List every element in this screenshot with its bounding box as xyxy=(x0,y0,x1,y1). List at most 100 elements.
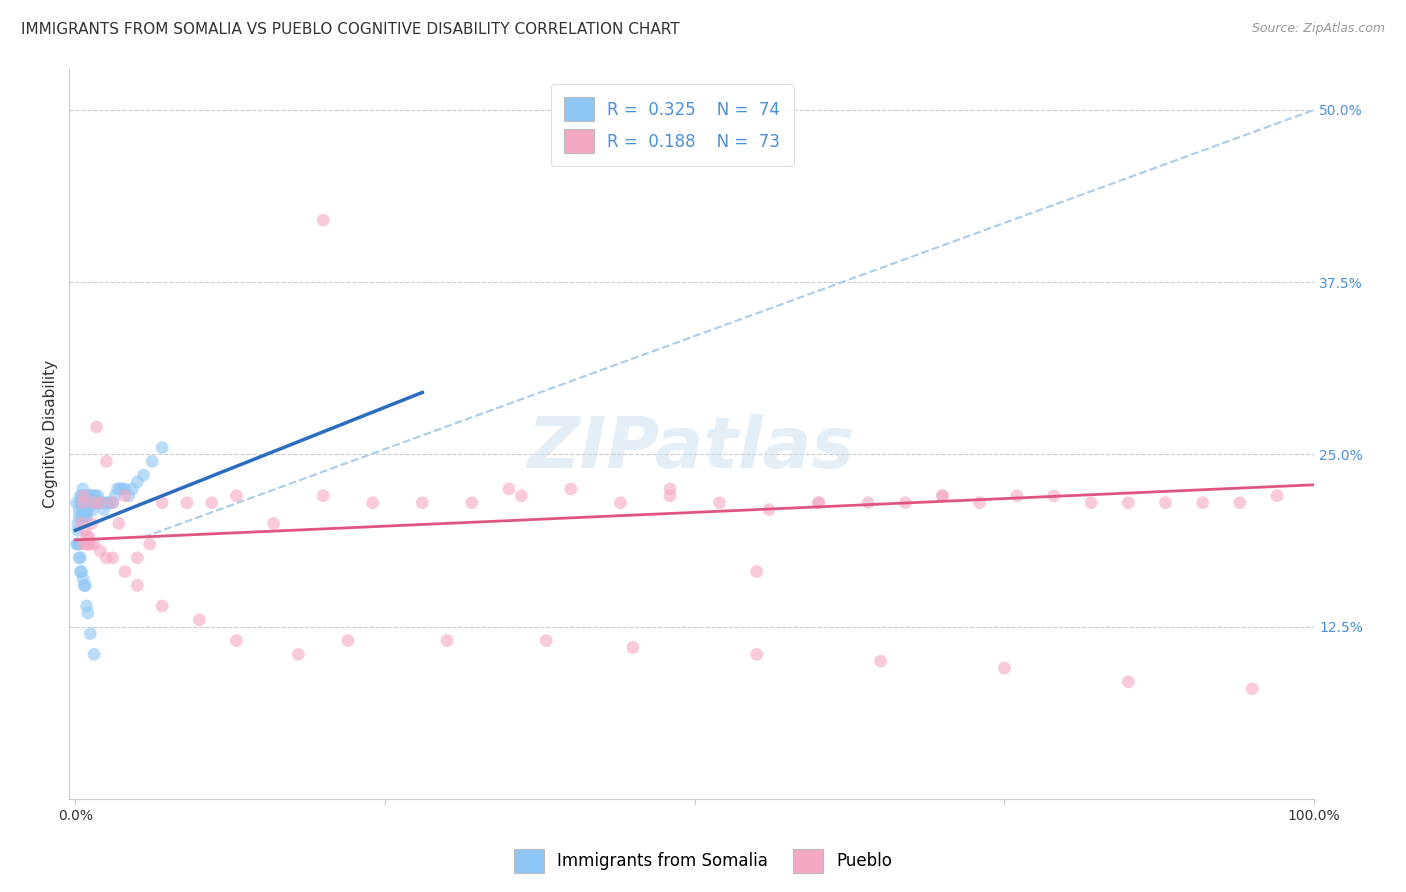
Point xyxy=(510,489,533,503)
Point xyxy=(84,489,107,503)
Point xyxy=(97,496,120,510)
Point xyxy=(75,578,97,592)
Point xyxy=(76,537,98,551)
Point xyxy=(96,496,118,510)
Text: Source: ZipAtlas.com: Source: ZipAtlas.com xyxy=(1251,22,1385,36)
Point xyxy=(89,496,111,510)
Point xyxy=(77,530,100,544)
Point xyxy=(869,654,891,668)
Point xyxy=(312,489,335,503)
Point xyxy=(121,482,143,496)
Point xyxy=(127,550,149,565)
Point xyxy=(101,550,124,565)
Point xyxy=(114,489,136,503)
Point xyxy=(108,482,131,496)
Point xyxy=(745,565,768,579)
Point xyxy=(758,502,780,516)
Point xyxy=(76,502,98,516)
Point xyxy=(72,496,94,510)
Point xyxy=(1043,489,1066,503)
Point xyxy=(70,565,93,579)
Point xyxy=(807,496,830,510)
Point xyxy=(107,516,129,531)
Point xyxy=(80,489,103,503)
Point xyxy=(72,502,94,516)
Point xyxy=(93,502,115,516)
Point xyxy=(436,633,458,648)
Point xyxy=(73,509,96,524)
Point xyxy=(659,482,682,496)
Point xyxy=(91,496,114,510)
Point xyxy=(1154,496,1177,510)
Point xyxy=(127,578,149,592)
Point xyxy=(609,496,631,510)
Point xyxy=(336,633,359,648)
Point xyxy=(80,496,103,510)
Point xyxy=(111,482,134,496)
Point xyxy=(150,441,173,455)
Point xyxy=(560,482,582,496)
Point xyxy=(67,537,90,551)
Point xyxy=(67,502,90,516)
Point xyxy=(79,537,101,551)
Point xyxy=(361,496,384,510)
Point xyxy=(76,606,98,620)
Point xyxy=(83,537,105,551)
Point xyxy=(90,496,112,510)
Point xyxy=(87,489,110,503)
Point xyxy=(76,509,98,524)
Point xyxy=(96,550,118,565)
Point xyxy=(66,496,89,510)
Point xyxy=(225,489,247,503)
Point xyxy=(75,509,97,524)
Point xyxy=(461,496,484,510)
Point xyxy=(1118,674,1140,689)
Point xyxy=(70,516,93,531)
Point xyxy=(83,496,105,510)
Point xyxy=(132,468,155,483)
Point xyxy=(1005,489,1028,503)
Point xyxy=(82,496,104,510)
Point xyxy=(75,523,97,537)
Point xyxy=(66,516,89,531)
Point xyxy=(76,537,98,551)
Point xyxy=(176,496,198,510)
Point xyxy=(77,496,100,510)
Point xyxy=(72,482,94,496)
Point xyxy=(82,502,104,516)
Point xyxy=(79,496,101,510)
Legend: Immigrants from Somalia, Pueblo: Immigrants from Somalia, Pueblo xyxy=(508,842,898,880)
Point xyxy=(498,482,520,496)
Point xyxy=(201,496,224,510)
Point xyxy=(104,489,127,503)
Point xyxy=(76,502,98,516)
Point xyxy=(225,633,247,648)
Point xyxy=(969,496,991,510)
Point xyxy=(1241,681,1264,696)
Point xyxy=(66,537,89,551)
Point xyxy=(127,475,149,489)
Point xyxy=(83,489,105,503)
Point xyxy=(70,509,93,524)
Point xyxy=(67,550,90,565)
Point xyxy=(1118,496,1140,510)
Point xyxy=(77,489,100,503)
Point xyxy=(83,496,105,510)
Point xyxy=(66,523,89,537)
Point xyxy=(411,496,433,510)
Legend: R =  0.325    N =  74, R =  0.188    N =  73: R = 0.325 N = 74, R = 0.188 N = 73 xyxy=(551,84,793,166)
Point xyxy=(114,565,136,579)
Text: IMMIGRANTS FROM SOMALIA VS PUEBLO COGNITIVE DISABILITY CORRELATION CHART: IMMIGRANTS FROM SOMALIA VS PUEBLO COGNIT… xyxy=(21,22,679,37)
Point xyxy=(70,496,93,510)
Point xyxy=(621,640,644,655)
Point xyxy=(150,599,173,613)
Point xyxy=(73,489,96,503)
Point xyxy=(67,509,90,524)
Point xyxy=(70,489,93,503)
Point xyxy=(659,489,682,503)
Point xyxy=(79,489,101,503)
Point xyxy=(69,489,91,503)
Point xyxy=(709,496,731,510)
Point xyxy=(534,633,557,648)
Point xyxy=(1191,496,1213,510)
